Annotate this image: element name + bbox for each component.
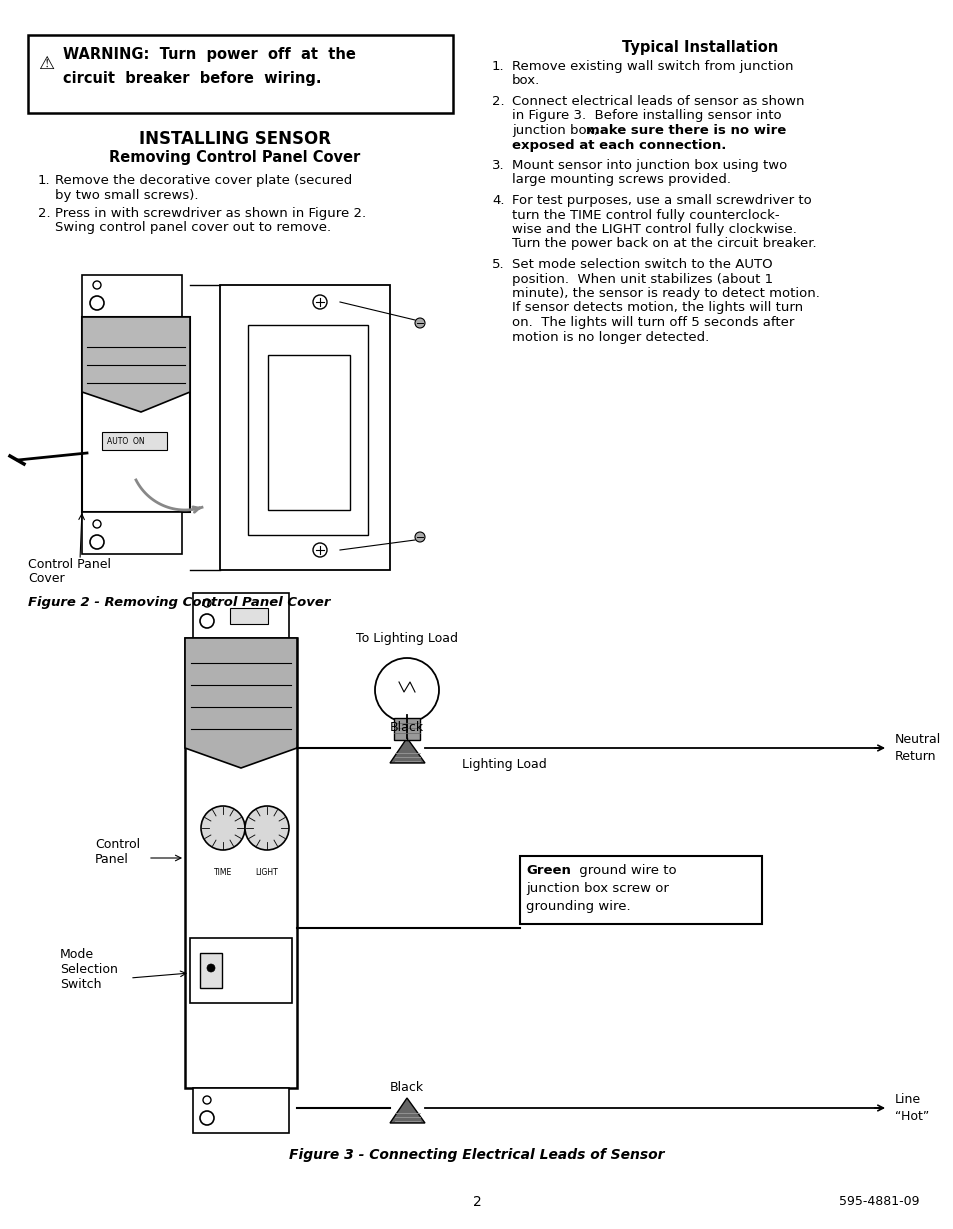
Text: To Lighting Load: To Lighting Load [355,632,457,645]
Circle shape [245,806,289,850]
Bar [193,594,289,638]
Text: wise and the LIGHT control fully clockwise.: wise and the LIGHT control fully clockwi… [512,222,796,236]
Text: box.: box. [512,75,539,87]
Text: If sensor detects motion, the lights will turn: If sensor detects motion, the lights wil… [512,301,802,315]
Circle shape [375,658,438,721]
Text: 4.: 4. [492,194,504,206]
Circle shape [200,614,213,628]
Circle shape [92,281,101,289]
Text: 2: 2 [472,1195,481,1209]
Circle shape [313,543,327,557]
Text: Black: Black [390,721,424,734]
Circle shape [201,806,245,850]
Text: Selection: Selection [60,964,118,976]
Circle shape [203,1096,211,1104]
Circle shape [92,520,101,528]
Circle shape [90,296,104,310]
Text: make sure there is no wire: make sure there is no wire [585,124,785,136]
Text: WARNING:  Turn  power  off  at  the: WARNING: Turn power off at the [63,47,355,61]
Text: circuit  breaker  before  wiring.: circuit breaker before wiring. [63,71,321,86]
Text: junction box screw or: junction box screw or [525,882,668,895]
Bar [394,718,419,740]
Text: grounding wire.: grounding wire. [525,900,630,913]
Circle shape [415,318,424,328]
Text: minute), the sensor is ready to detect motion.: minute), the sensor is ready to detect m… [512,288,819,300]
Text: TIME: TIME [213,868,232,878]
Text: Turn the power back on at the circuit breaker.: Turn the power back on at the circuit br… [512,237,816,251]
Text: Mount sensor into junction box using two: Mount sensor into junction box using two [512,159,786,172]
Text: by two small screws).: by two small screws). [55,188,198,202]
Text: For test purposes, use a small screwdriver to: For test purposes, use a small screwdriv… [512,194,811,206]
Bar [185,638,296,1088]
Text: 2.: 2. [38,206,51,220]
Text: 2.: 2. [492,95,504,108]
FancyBboxPatch shape [82,275,182,317]
Bar [193,1088,289,1133]
Bar [28,34,453,113]
Circle shape [207,964,214,972]
Text: Cover: Cover [28,571,65,585]
Bar [82,317,190,512]
Text: Typical Installation: Typical Installation [621,41,778,55]
Text: large mounting screws provided.: large mounting screws provided. [512,173,730,187]
Text: turn the TIME control fully counterclock-: turn the TIME control fully counterclock… [512,209,779,221]
Text: exposed at each connection.: exposed at each connection. [512,139,725,151]
Text: “Hot”: “Hot” [894,1110,928,1123]
Text: position.  When unit stabilizes (about 1: position. When unit stabilizes (about 1 [512,273,772,285]
Text: Remove the decorative cover plate (secured: Remove the decorative cover plate (secur… [55,175,352,187]
Circle shape [90,535,104,549]
Text: Panel: Panel [95,853,129,866]
Text: Press in with screwdriver as shown in Figure 2.: Press in with screwdriver as shown in Fi… [55,206,366,220]
Circle shape [203,599,211,607]
Bar [190,938,292,1003]
Text: ground wire to: ground wire to [575,864,676,878]
Polygon shape [82,317,190,412]
FancyBboxPatch shape [82,512,182,554]
Text: in Figure 3.  Before installing sensor into: in Figure 3. Before installing sensor in… [512,109,781,123]
Polygon shape [390,1097,424,1123]
Polygon shape [220,285,390,570]
Text: Figure 3 - Connecting Electrical Leads of Sensor: Figure 3 - Connecting Electrical Leads o… [289,1148,664,1161]
Bar [519,857,761,924]
Polygon shape [248,324,368,535]
Text: Neutral: Neutral [894,732,941,746]
Text: AUTO  ON: AUTO ON [107,438,145,446]
Text: Green: Green [525,864,570,878]
Bar [102,433,167,450]
Text: Switch: Switch [60,978,101,991]
Text: Figure 2 - Removing Control Panel Cover: Figure 2 - Removing Control Panel Cover [28,596,330,610]
Text: 5.: 5. [492,258,504,272]
Polygon shape [390,737,424,763]
Text: ⚠: ⚠ [38,55,54,73]
Text: INSTALLING SENSOR: INSTALLING SENSOR [139,130,331,147]
Text: Black: Black [390,1082,424,1094]
Text: Swing control panel cover out to remove.: Swing control panel cover out to remove. [55,221,331,235]
Text: Mode: Mode [60,948,94,961]
Text: LIGHT: LIGHT [255,868,278,878]
Polygon shape [268,355,350,510]
Text: on.  The lights will turn off 5 seconds after: on. The lights will turn off 5 seconds a… [512,316,794,329]
Text: Return: Return [894,750,936,763]
Circle shape [200,1111,213,1125]
Bar [230,608,268,624]
Text: 1.: 1. [492,60,504,73]
Bar [200,952,222,988]
Polygon shape [185,638,296,768]
Text: 1.: 1. [38,175,51,187]
Text: motion is no longer detected.: motion is no longer detected. [512,331,708,343]
Text: Line: Line [894,1093,921,1106]
Text: Removing Control Panel Cover: Removing Control Panel Cover [110,150,360,165]
Circle shape [415,532,424,542]
Text: Connect electrical leads of sensor as shown: Connect electrical leads of sensor as sh… [512,95,803,108]
Text: Control Panel: Control Panel [28,558,111,571]
Text: 595-4881-09: 595-4881-09 [839,1195,919,1208]
Text: Set mode selection switch to the AUTO: Set mode selection switch to the AUTO [512,258,772,272]
Text: Remove existing wall switch from junction: Remove existing wall switch from junctio… [512,60,793,73]
Text: Lighting Load: Lighting Load [461,758,546,771]
Text: 3.: 3. [492,159,504,172]
Circle shape [313,295,327,308]
Text: junction box,: junction box, [512,124,602,136]
Text: Control: Control [95,838,140,850]
